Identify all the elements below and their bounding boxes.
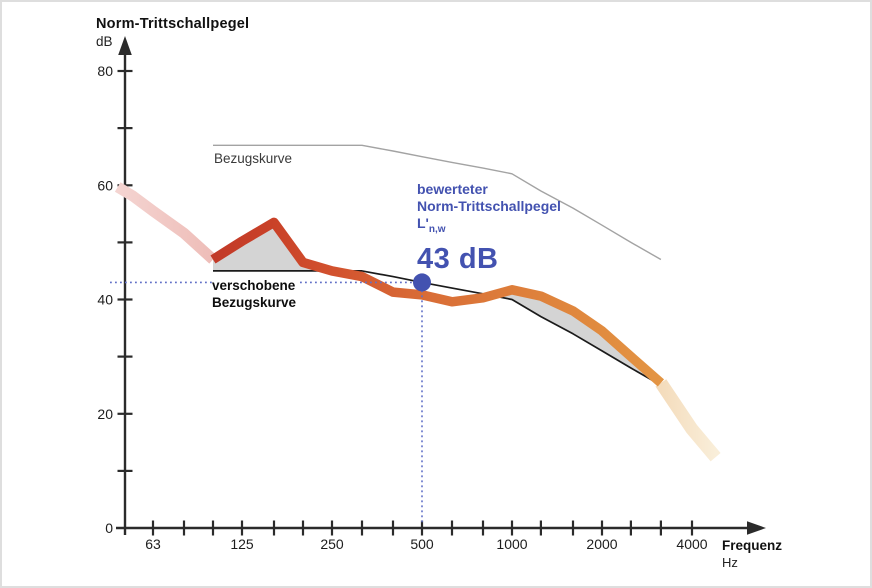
x-tick-label-63: 63 xyxy=(145,536,161,552)
x-tick-label-2000: 2000 xyxy=(586,536,617,552)
x-tick-label-500: 500 xyxy=(410,536,434,552)
reference-curve xyxy=(213,144,662,261)
shifted-reference-curve xyxy=(213,270,662,386)
y-tick-label-60: 60 xyxy=(97,177,113,193)
y-tick-label-80: 80 xyxy=(97,63,113,79)
x-tick-label-4000: 4000 xyxy=(676,536,707,552)
measured-curve xyxy=(210,217,665,387)
measured-curve-faded-low xyxy=(114,182,217,264)
deviation-area-1 xyxy=(213,222,332,271)
x-axis-title: Frequenz xyxy=(722,538,783,553)
annotation-line2: Norm-Trittschallpegel xyxy=(417,198,561,214)
y-axis-unit: dB xyxy=(96,34,113,49)
reference-curve-label: Bezugskurve xyxy=(214,151,293,166)
shifted-reference-label-line2: Bezugskurve xyxy=(212,295,297,310)
y-tick-label-20: 20 xyxy=(97,406,113,422)
rated-level-value: 43 dB xyxy=(417,242,499,275)
rated-level-annotation: bewerteter Norm-Trittschallpegel L'n,w 4… xyxy=(417,181,561,274)
y-axis-title: Norm-Trittschallpegel xyxy=(96,16,250,32)
shifted-reference-curve-label: verschobene Bezugskurve xyxy=(212,276,301,312)
y-tick-label-40: 40 xyxy=(97,292,113,308)
y-tick-label-0: 0 xyxy=(105,520,113,536)
x-tick-label-250: 250 xyxy=(320,536,344,552)
measured-curve-faded-high xyxy=(655,379,721,462)
annotation-symbol: L'n,w xyxy=(417,215,446,235)
shifted-reference-label-line1: verschobene xyxy=(212,278,296,293)
annotation-line1: bewerteter xyxy=(417,181,488,197)
x-tick-label-125: 125 xyxy=(230,536,254,552)
x-axis-arrow xyxy=(747,521,766,535)
rated-level-marker-dot xyxy=(413,273,431,292)
x-tick-label-1000: 1000 xyxy=(496,536,527,552)
y-axis-arrow xyxy=(118,36,132,55)
x-axis-unit: Hz xyxy=(722,555,738,570)
